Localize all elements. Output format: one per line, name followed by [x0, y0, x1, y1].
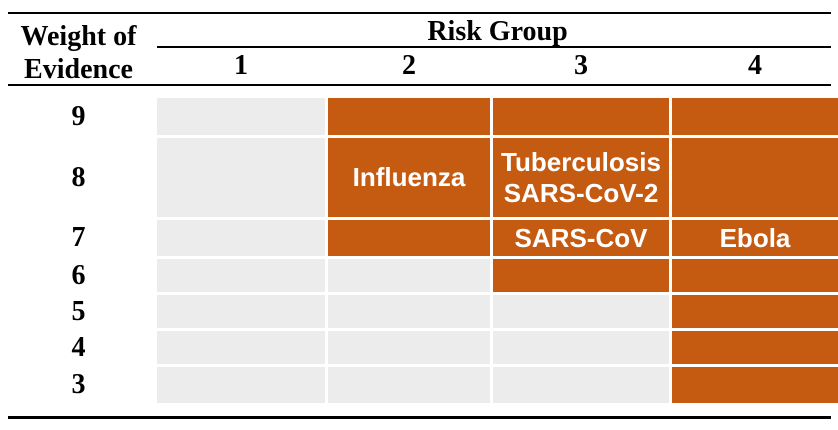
column-header-4: 4 [748, 50, 762, 81]
cell-rg2-woe9 [328, 98, 490, 135]
weight-label-6: 6 [71, 259, 86, 291]
weight-label-9: 9 [71, 100, 86, 132]
column-header-1: 1 [234, 50, 248, 81]
column-header-3: 3 [574, 50, 588, 81]
cell-rg3-woe6 [493, 259, 669, 292]
cell-rg4-woe5 [672, 295, 838, 328]
cell-rg1-woe4 [157, 331, 325, 364]
column-header-2: 2 [402, 50, 416, 81]
cell-rg3-woe5 [493, 295, 669, 328]
cell-rg2-woe5 [328, 295, 490, 328]
weight-label-4: 4 [71, 331, 86, 363]
row-axis-title: Weight of Evidence [0, 20, 157, 86]
cell-rg4-woe7: Ebola [672, 220, 838, 256]
cell-rg2-woe4 [328, 331, 490, 364]
weight-label-7: 7 [71, 222, 86, 253]
cell-rg2-woe6 [328, 259, 490, 292]
cell-rg4-woe9 [672, 98, 838, 135]
weight-label-5: 5 [71, 295, 86, 327]
pathogen-label: Ebola [719, 222, 791, 253]
cell-rg1-woe6 [157, 259, 325, 292]
cell-rg3-woe9 [493, 98, 669, 135]
row-axis-title-line1: Weight of [20, 21, 137, 52]
cell-rg1-woe9 [157, 98, 325, 135]
cell-rg4-woe6 [672, 259, 838, 292]
cell-rg1-woe7 [157, 220, 325, 256]
cell-rg1-woe5 [157, 295, 325, 328]
pathogen-label: SARS-CoV [514, 222, 648, 253]
risk-group-underline [157, 46, 831, 48]
cell-rg3-woe8: Tuberculosis SARS-CoV-2 [493, 138, 669, 217]
cell-rg3-woe3 [493, 367, 669, 403]
cell-rg4-woe3 [672, 367, 838, 403]
weight-of-evidence-labels: 9 8 7 6 5 4 3 [0, 98, 157, 403]
cell-rg2-woe7 [328, 220, 490, 256]
cell-rg1-woe8 [157, 138, 325, 217]
row-axis-title-line2: Evidence [24, 54, 133, 85]
cell-rg2-woe3 [328, 367, 490, 403]
weight-label-3: 3 [71, 369, 86, 400]
header-rule [8, 84, 831, 86]
cell-rg4-woe4 [672, 331, 838, 364]
top-rule [8, 12, 831, 14]
cell-rg3-woe4 [493, 331, 669, 364]
matrix-grid: Influenza Tuberculosis SARS-CoV-2 SARS-CoV E… [157, 98, 838, 403]
pathogen-label: Tuberculosis [501, 146, 661, 177]
cell-rg4-woe8 [672, 138, 838, 217]
cell-rg3-woe7: SARS-CoV [493, 220, 669, 256]
pathogen-label: SARS-CoV-2 [503, 177, 659, 208]
cell-rg1-woe3 [157, 367, 325, 403]
pathogen-label: Influenza [352, 162, 466, 192]
weight-label-8: 8 [71, 161, 86, 193]
column-headers: 1 2 3 4 [157, 50, 838, 82]
column-axis-title: Risk Group [427, 16, 568, 47]
cell-rg2-woe8: Influenza [328, 138, 490, 217]
bottom-rule [8, 416, 831, 419]
